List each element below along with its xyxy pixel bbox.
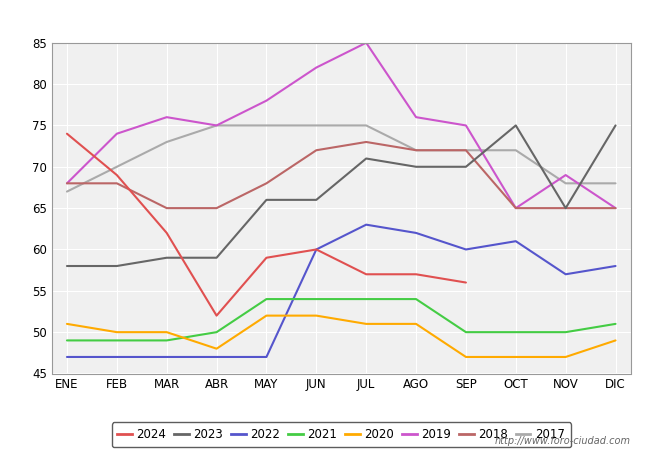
Text: Afiliados en Truchas a 30/9/2024: Afiliados en Truchas a 30/9/2024 bbox=[190, 10, 460, 28]
Text: http://www.foro-ciudad.com: http://www.foro-ciudad.com bbox=[495, 436, 630, 446]
Legend: 2024, 2023, 2022, 2021, 2020, 2019, 2018, 2017: 2024, 2023, 2022, 2021, 2020, 2019, 2018… bbox=[112, 423, 571, 447]
